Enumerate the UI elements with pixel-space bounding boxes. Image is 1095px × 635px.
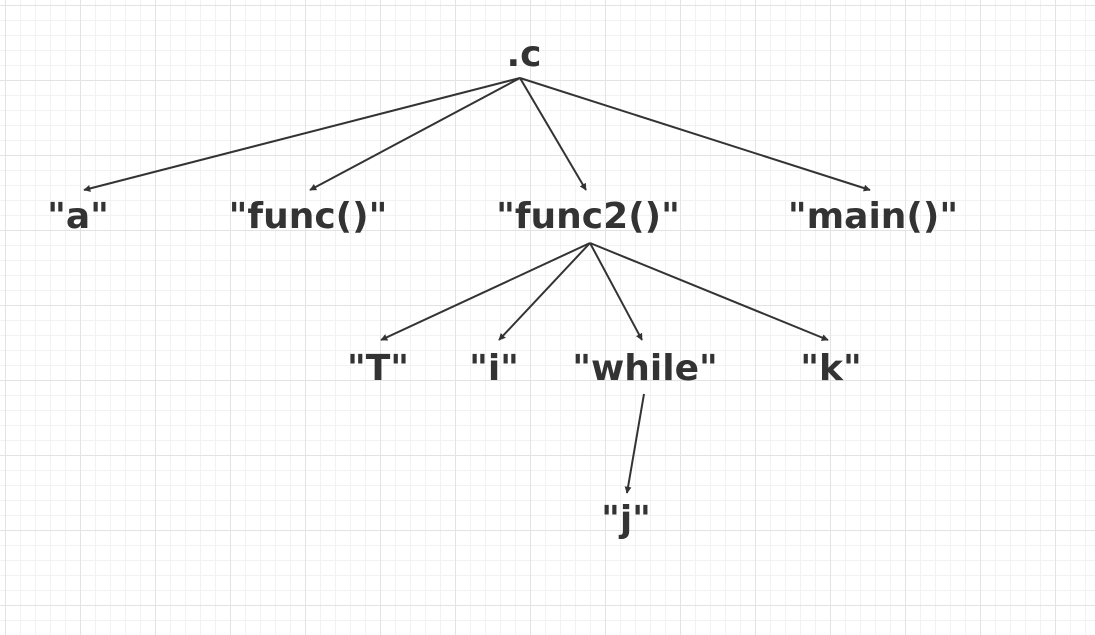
node-j: "j" xyxy=(601,499,651,540)
edge-while-to-j xyxy=(624,393,645,494)
edge-func2-to-while xyxy=(589,242,643,341)
edge-func2-to-k xyxy=(589,242,829,341)
node-i: "i" xyxy=(469,348,519,389)
node-k: "k" xyxy=(800,348,862,389)
edge-root-to-func xyxy=(309,77,521,191)
edge-root-to-func2 xyxy=(519,77,587,191)
edge-func2-to-i xyxy=(498,242,591,341)
node-T: "T" xyxy=(346,348,410,389)
node-root: .c xyxy=(506,34,542,75)
node-main: "main()" xyxy=(787,196,959,237)
node-while: "while" xyxy=(572,348,718,389)
edge-root-to-main xyxy=(519,77,871,192)
edge-func2-to-T xyxy=(380,242,591,341)
edge-root-to-a xyxy=(83,77,521,192)
node-a: "a" xyxy=(47,196,109,237)
node-func: "func()" xyxy=(228,196,388,237)
node-func2: "func2()" xyxy=(496,196,680,237)
